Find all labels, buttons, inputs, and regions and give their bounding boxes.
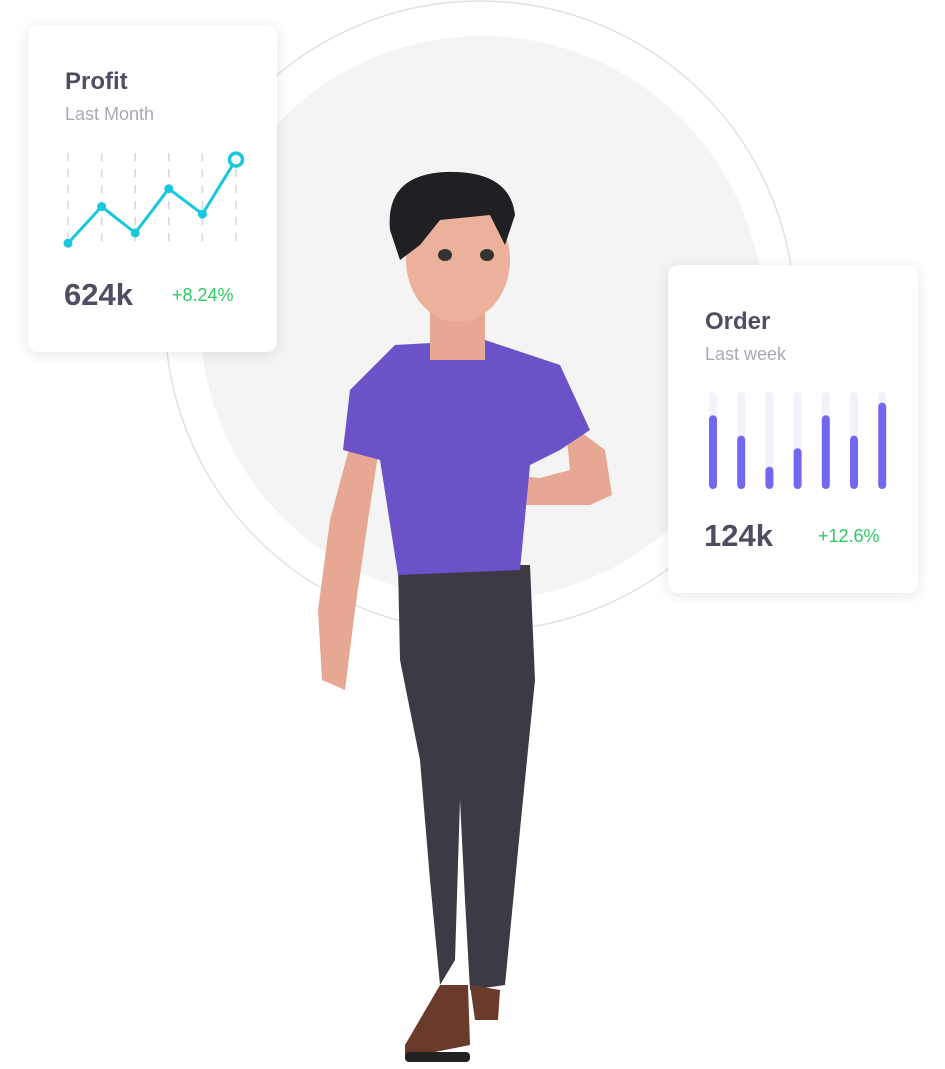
data-point-highlight xyxy=(227,151,245,168)
order-bar-chart xyxy=(709,392,887,489)
bar xyxy=(765,466,774,489)
bar xyxy=(793,448,802,489)
order-value: 124k xyxy=(704,518,773,553)
character-illustration xyxy=(318,171,612,1062)
bar-track xyxy=(765,392,774,489)
bar xyxy=(850,435,858,489)
bar xyxy=(709,415,717,489)
order-change: +12.6% xyxy=(818,526,880,546)
data-point xyxy=(164,184,174,194)
data-point xyxy=(63,238,73,248)
data-point xyxy=(97,202,107,212)
profit-value: 624k xyxy=(64,277,133,312)
profit-line-chart xyxy=(63,151,245,248)
bar xyxy=(821,415,830,489)
profit-change: +8.24% xyxy=(172,285,234,305)
data-point xyxy=(197,209,207,219)
order-card: Order Last week 124k +12.6% xyxy=(668,265,918,593)
profit-title: Profit xyxy=(65,68,128,95)
profit-card: Profit Last Month 624k +8.24% xyxy=(28,25,277,352)
bar xyxy=(737,435,746,489)
profit-subtitle: Last Month xyxy=(65,104,155,124)
order-subtitle: Last week xyxy=(705,344,787,364)
order-title: Order xyxy=(705,308,771,335)
bar xyxy=(878,402,887,489)
profit-line xyxy=(66,158,238,245)
data-point xyxy=(130,228,140,238)
